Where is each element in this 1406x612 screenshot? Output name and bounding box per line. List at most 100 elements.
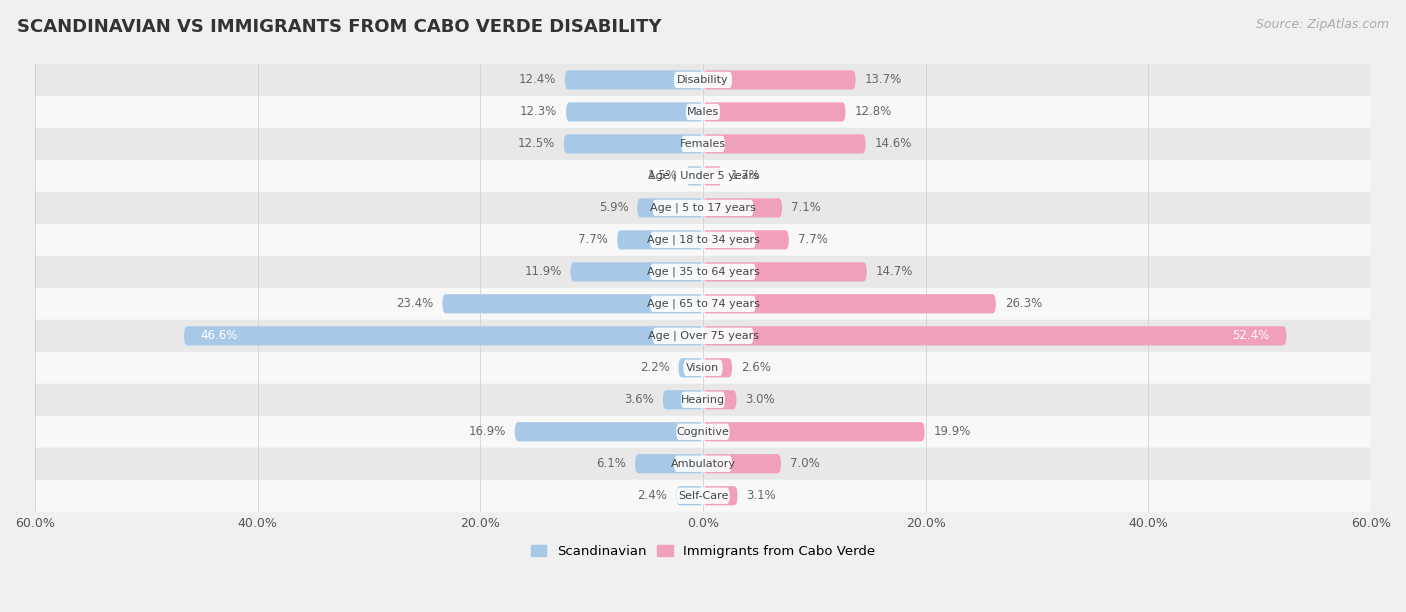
Text: Age | 65 to 74 years: Age | 65 to 74 years (647, 299, 759, 309)
FancyBboxPatch shape (652, 168, 754, 184)
FancyBboxPatch shape (703, 326, 1286, 345)
Text: Age | 18 to 34 years: Age | 18 to 34 years (647, 234, 759, 245)
Text: 1.7%: 1.7% (731, 170, 761, 182)
Text: 16.9%: 16.9% (468, 425, 506, 438)
FancyBboxPatch shape (35, 352, 1371, 384)
FancyBboxPatch shape (35, 320, 1371, 352)
Text: Females: Females (681, 139, 725, 149)
Text: 11.9%: 11.9% (524, 266, 561, 278)
FancyBboxPatch shape (650, 232, 756, 248)
Text: 3.0%: 3.0% (745, 394, 775, 406)
FancyBboxPatch shape (35, 288, 1371, 320)
Text: 12.4%: 12.4% (519, 73, 555, 86)
FancyBboxPatch shape (35, 128, 1371, 160)
FancyBboxPatch shape (676, 486, 703, 506)
Text: 52.4%: 52.4% (1233, 329, 1270, 342)
Text: Age | 35 to 64 years: Age | 35 to 64 years (647, 267, 759, 277)
FancyBboxPatch shape (650, 296, 756, 312)
Text: 13.7%: 13.7% (865, 73, 901, 86)
FancyBboxPatch shape (564, 134, 703, 154)
FancyBboxPatch shape (35, 192, 1371, 224)
FancyBboxPatch shape (35, 160, 1371, 192)
FancyBboxPatch shape (676, 424, 730, 440)
FancyBboxPatch shape (679, 358, 703, 378)
FancyBboxPatch shape (35, 480, 1371, 512)
Text: 2.6%: 2.6% (741, 361, 770, 375)
Text: 6.1%: 6.1% (596, 457, 626, 470)
Text: 14.6%: 14.6% (875, 138, 912, 151)
Text: Age | 5 to 17 years: Age | 5 to 17 years (650, 203, 756, 213)
FancyBboxPatch shape (681, 136, 725, 152)
Text: Vision: Vision (686, 363, 720, 373)
Text: 7.0%: 7.0% (790, 457, 820, 470)
Text: 23.4%: 23.4% (396, 297, 433, 310)
Text: Self-Care: Self-Care (678, 491, 728, 501)
FancyBboxPatch shape (673, 72, 733, 88)
FancyBboxPatch shape (662, 390, 703, 409)
Text: 12.8%: 12.8% (855, 105, 891, 119)
Text: Males: Males (688, 107, 718, 117)
FancyBboxPatch shape (515, 422, 703, 441)
FancyBboxPatch shape (703, 294, 995, 313)
FancyBboxPatch shape (35, 448, 1371, 480)
Text: Age | Over 75 years: Age | Over 75 years (648, 330, 758, 341)
FancyBboxPatch shape (567, 102, 703, 122)
FancyBboxPatch shape (681, 392, 725, 408)
FancyBboxPatch shape (703, 134, 866, 154)
FancyBboxPatch shape (703, 486, 738, 506)
FancyBboxPatch shape (652, 200, 754, 216)
Text: Cognitive: Cognitive (676, 427, 730, 437)
Text: Disability: Disability (678, 75, 728, 85)
FancyBboxPatch shape (637, 198, 703, 217)
FancyBboxPatch shape (617, 230, 703, 250)
FancyBboxPatch shape (703, 102, 845, 122)
Text: 26.3%: 26.3% (1005, 297, 1042, 310)
FancyBboxPatch shape (686, 166, 703, 185)
Text: Source: ZipAtlas.com: Source: ZipAtlas.com (1256, 18, 1389, 31)
Text: Hearing: Hearing (681, 395, 725, 405)
Text: Age | Under 5 years: Age | Under 5 years (648, 171, 758, 181)
Text: 12.5%: 12.5% (517, 138, 555, 151)
FancyBboxPatch shape (673, 455, 733, 472)
Text: 7.7%: 7.7% (797, 233, 828, 247)
FancyBboxPatch shape (703, 70, 855, 89)
Text: 7.1%: 7.1% (792, 201, 821, 214)
FancyBboxPatch shape (35, 384, 1371, 416)
Text: 3.6%: 3.6% (624, 394, 654, 406)
FancyBboxPatch shape (35, 96, 1371, 128)
Text: 2.4%: 2.4% (637, 489, 668, 502)
FancyBboxPatch shape (35, 64, 1371, 96)
FancyBboxPatch shape (443, 294, 703, 313)
FancyBboxPatch shape (652, 327, 754, 344)
FancyBboxPatch shape (571, 263, 703, 282)
FancyBboxPatch shape (703, 422, 925, 441)
Text: 5.9%: 5.9% (599, 201, 628, 214)
FancyBboxPatch shape (703, 454, 780, 473)
FancyBboxPatch shape (703, 390, 737, 409)
FancyBboxPatch shape (683, 360, 723, 376)
Text: Ambulatory: Ambulatory (671, 459, 735, 469)
Legend: Scandinavian, Immigrants from Cabo Verde: Scandinavian, Immigrants from Cabo Verde (526, 539, 880, 564)
FancyBboxPatch shape (703, 230, 789, 250)
Text: 2.2%: 2.2% (640, 361, 669, 375)
FancyBboxPatch shape (686, 104, 720, 120)
Text: 46.6%: 46.6% (201, 329, 238, 342)
FancyBboxPatch shape (184, 326, 703, 345)
FancyBboxPatch shape (703, 198, 782, 217)
Text: SCANDINAVIAN VS IMMIGRANTS FROM CABO VERDE DISABILITY: SCANDINAVIAN VS IMMIGRANTS FROM CABO VER… (17, 18, 661, 36)
Text: 3.1%: 3.1% (747, 489, 776, 502)
FancyBboxPatch shape (703, 358, 733, 378)
FancyBboxPatch shape (636, 454, 703, 473)
FancyBboxPatch shape (35, 224, 1371, 256)
FancyBboxPatch shape (650, 264, 756, 280)
Text: 19.9%: 19.9% (934, 425, 972, 438)
FancyBboxPatch shape (703, 166, 721, 185)
Text: 12.3%: 12.3% (520, 105, 557, 119)
Text: 14.7%: 14.7% (876, 266, 912, 278)
FancyBboxPatch shape (703, 263, 866, 282)
FancyBboxPatch shape (676, 488, 730, 504)
FancyBboxPatch shape (35, 416, 1371, 448)
FancyBboxPatch shape (35, 256, 1371, 288)
Text: 7.7%: 7.7% (578, 233, 609, 247)
Text: 1.5%: 1.5% (648, 170, 678, 182)
